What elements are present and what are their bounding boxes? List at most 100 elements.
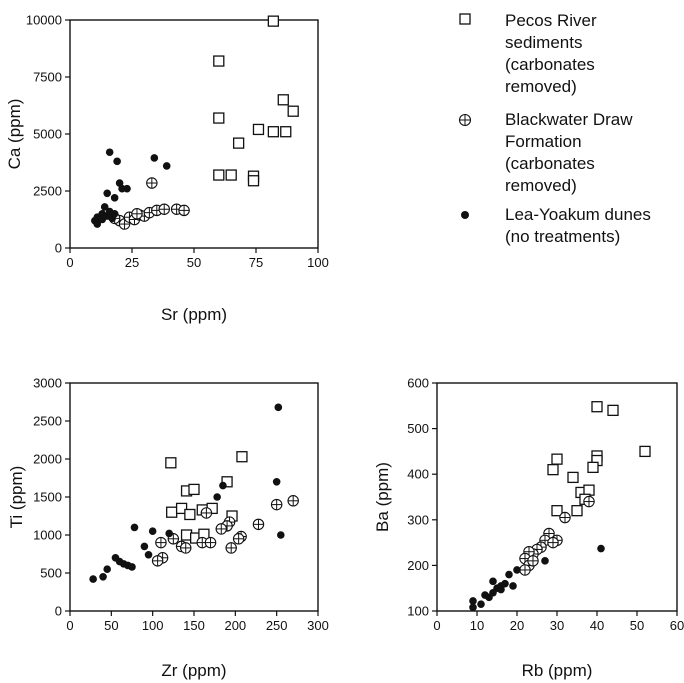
point-square-ca-sr: [277, 94, 289, 106]
x-axis-title-rb: Rb (ppm): [522, 661, 593, 680]
y-tick-label-ti-zr: 500: [40, 566, 62, 581]
point-dot-ba-rb: [469, 597, 477, 605]
point-dot-ba-rb: [509, 582, 517, 590]
point-circle-plus-ti-zr: [270, 498, 283, 511]
plot-ti-zr: 0 50 100 150 200 250 3000500100015002000250030…: [33, 376, 329, 634]
legend-label-lea-2: (no treatments): [505, 227, 620, 246]
point-dot-ba-rb: [477, 600, 485, 608]
x-tick-label-ba-rb: 30: [550, 618, 564, 633]
point-dot-ba-rb: [513, 566, 521, 574]
point-circle-plus-ti-zr: [215, 523, 228, 535]
plot-ba-rb: 0 10 20 30 40 50 60 100 200 300 400 500 600: [407, 376, 684, 634]
point-dot-ti-zr: [213, 493, 221, 501]
point-dot-ca-sr: [123, 184, 131, 193]
legend-label-pecos-2: sediments: [505, 33, 582, 52]
point-circle-plus-ba-rb: [519, 564, 531, 576]
point-square-ba-rb: [571, 505, 583, 517]
point-circle-plus-ca-sr: [158, 203, 170, 215]
legend-label-blackwater-3: (carbonates: [505, 154, 595, 173]
y-tick-label-ba-rb: 500: [407, 421, 429, 436]
y-tick-label-ba-rb: 100: [407, 604, 429, 619]
point-circle-plus-ti-zr: [155, 536, 167, 549]
legend-label-lea-1: Lea-Yoakum dunes: [505, 205, 651, 224]
point-dot-ti-zr: [103, 565, 111, 573]
point-square-ba-rb: [547, 463, 559, 476]
point-square-ca-sr: [247, 175, 260, 187]
point-dot-ti-zr: [140, 542, 149, 551]
point-square-ba-rb: [591, 401, 603, 413]
x-tick-label-ba-rb: 0: [433, 618, 440, 633]
point-square-ca-sr: [287, 105, 299, 117]
x-tick-label-ba-rb: 60: [670, 618, 684, 633]
y-tick-label-ti-zr: 0: [55, 604, 62, 619]
point-square-ba-rb: [607, 404, 619, 417]
x-tick-label-ba-rb: 50: [630, 618, 644, 633]
x-tick-label-ti-zr: 200: [224, 618, 246, 633]
x-tick-label-ti-zr: 150: [183, 618, 205, 633]
point-square-ba-rb: [639, 445, 651, 458]
point-dot-ti-zr: [219, 481, 227, 490]
point-square-ca-sr: [252, 123, 265, 136]
point-dot-ca-sr: [103, 189, 111, 198]
x-tick-label-ti-zr: 50: [104, 618, 118, 633]
point-square-ca-sr: [225, 169, 237, 181]
y-tick-label-ba-rb: 200: [407, 558, 429, 573]
legend-label-blackwater-4: removed): [505, 176, 577, 195]
y-tick-label-ca-sr: 10000: [26, 13, 62, 28]
y-axis-title-ba: Ba (ppm): [373, 462, 392, 532]
point-dot-ba-rb: [505, 570, 513, 579]
x-tick-label-ba-rb: 40: [590, 618, 604, 633]
x-tick-label-ca-sr: 25: [125, 255, 139, 270]
y-tick-label-ca-sr: 2500: [33, 184, 62, 199]
point-circle-plus-ba-rb: [547, 536, 559, 549]
point-dot-ca-sr: [113, 157, 121, 166]
y-tick-label-ba-rb: 300: [407, 512, 429, 527]
point-dot-ba-rb: [597, 544, 605, 553]
point-square-ca-sr: [280, 126, 292, 138]
point-dot-ti-zr: [99, 573, 107, 581]
point-square-ca-sr: [213, 169, 225, 181]
point-circle-plus-ti-zr: [151, 555, 164, 567]
point-circle-plus-ba-rb: [559, 511, 571, 524]
point-dot-ti-zr: [277, 531, 285, 539]
point-circle-plus-ti-zr: [200, 507, 213, 519]
x-axis-title-zr: Zr (ppm): [161, 661, 226, 680]
x-tick-label-ba-rb: 20: [510, 618, 524, 633]
x-tick-label-ca-sr: 100: [307, 255, 329, 270]
point-dot-ca-sr: [98, 215, 107, 224]
point-circle-plus-ti-zr: [287, 495, 299, 507]
legend: Pecos River sediments (carbonates remove…: [458, 11, 651, 246]
point-dot-ca-sr: [110, 194, 119, 202]
point-circle-plus-ca-sr: [146, 177, 158, 189]
legend-label-blackwater-1: Blackwater Draw: [505, 110, 633, 129]
point-dot-ca-sr: [150, 154, 159, 162]
legend-label-pecos-4: removed): [505, 77, 577, 96]
point-dot-ca-sr: [93, 220, 102, 228]
point-square-ba-rb: [587, 461, 599, 474]
x-tick-label-ca-sr: 50: [187, 255, 201, 270]
point-dot-ti-zr: [274, 403, 283, 412]
point-circle-plus-ba-rb: [527, 555, 539, 567]
x-tick-label-ti-zr: 100: [142, 618, 164, 633]
y-tick-label-ca-sr: 0: [55, 241, 62, 256]
x-tick-label-ti-zr: 250: [266, 618, 288, 633]
point-circle-plus-ba-rb: [583, 495, 595, 508]
point-dot-ti-zr: [89, 575, 97, 583]
point-dot-ca-sr: [162, 162, 171, 170]
point-circle-plus-ti-zr: [225, 542, 237, 554]
point-dot-ba-rb: [469, 603, 477, 612]
plot-frame-ba-rb: [436, 382, 678, 612]
legend-label-pecos-1: Pecos River: [505, 11, 597, 30]
legend-label-blackwater-2: Formation: [505, 132, 582, 151]
point-circle-plus-ca-sr: [131, 208, 143, 220]
point-dot-ba-rb: [489, 577, 497, 586]
point-square-ba-rb: [567, 471, 579, 484]
x-tick-label-ca-sr: 75: [249, 255, 263, 270]
point-square-ca-sr: [267, 15, 280, 27]
point-square-ca-sr: [213, 112, 225, 124]
point-square-ca-sr: [232, 137, 245, 149]
point-dot-ti-zr: [148, 527, 157, 535]
plot-ca-sr: 0 25 50 75 100 0 2500 5000 7500 10000: [26, 13, 329, 271]
